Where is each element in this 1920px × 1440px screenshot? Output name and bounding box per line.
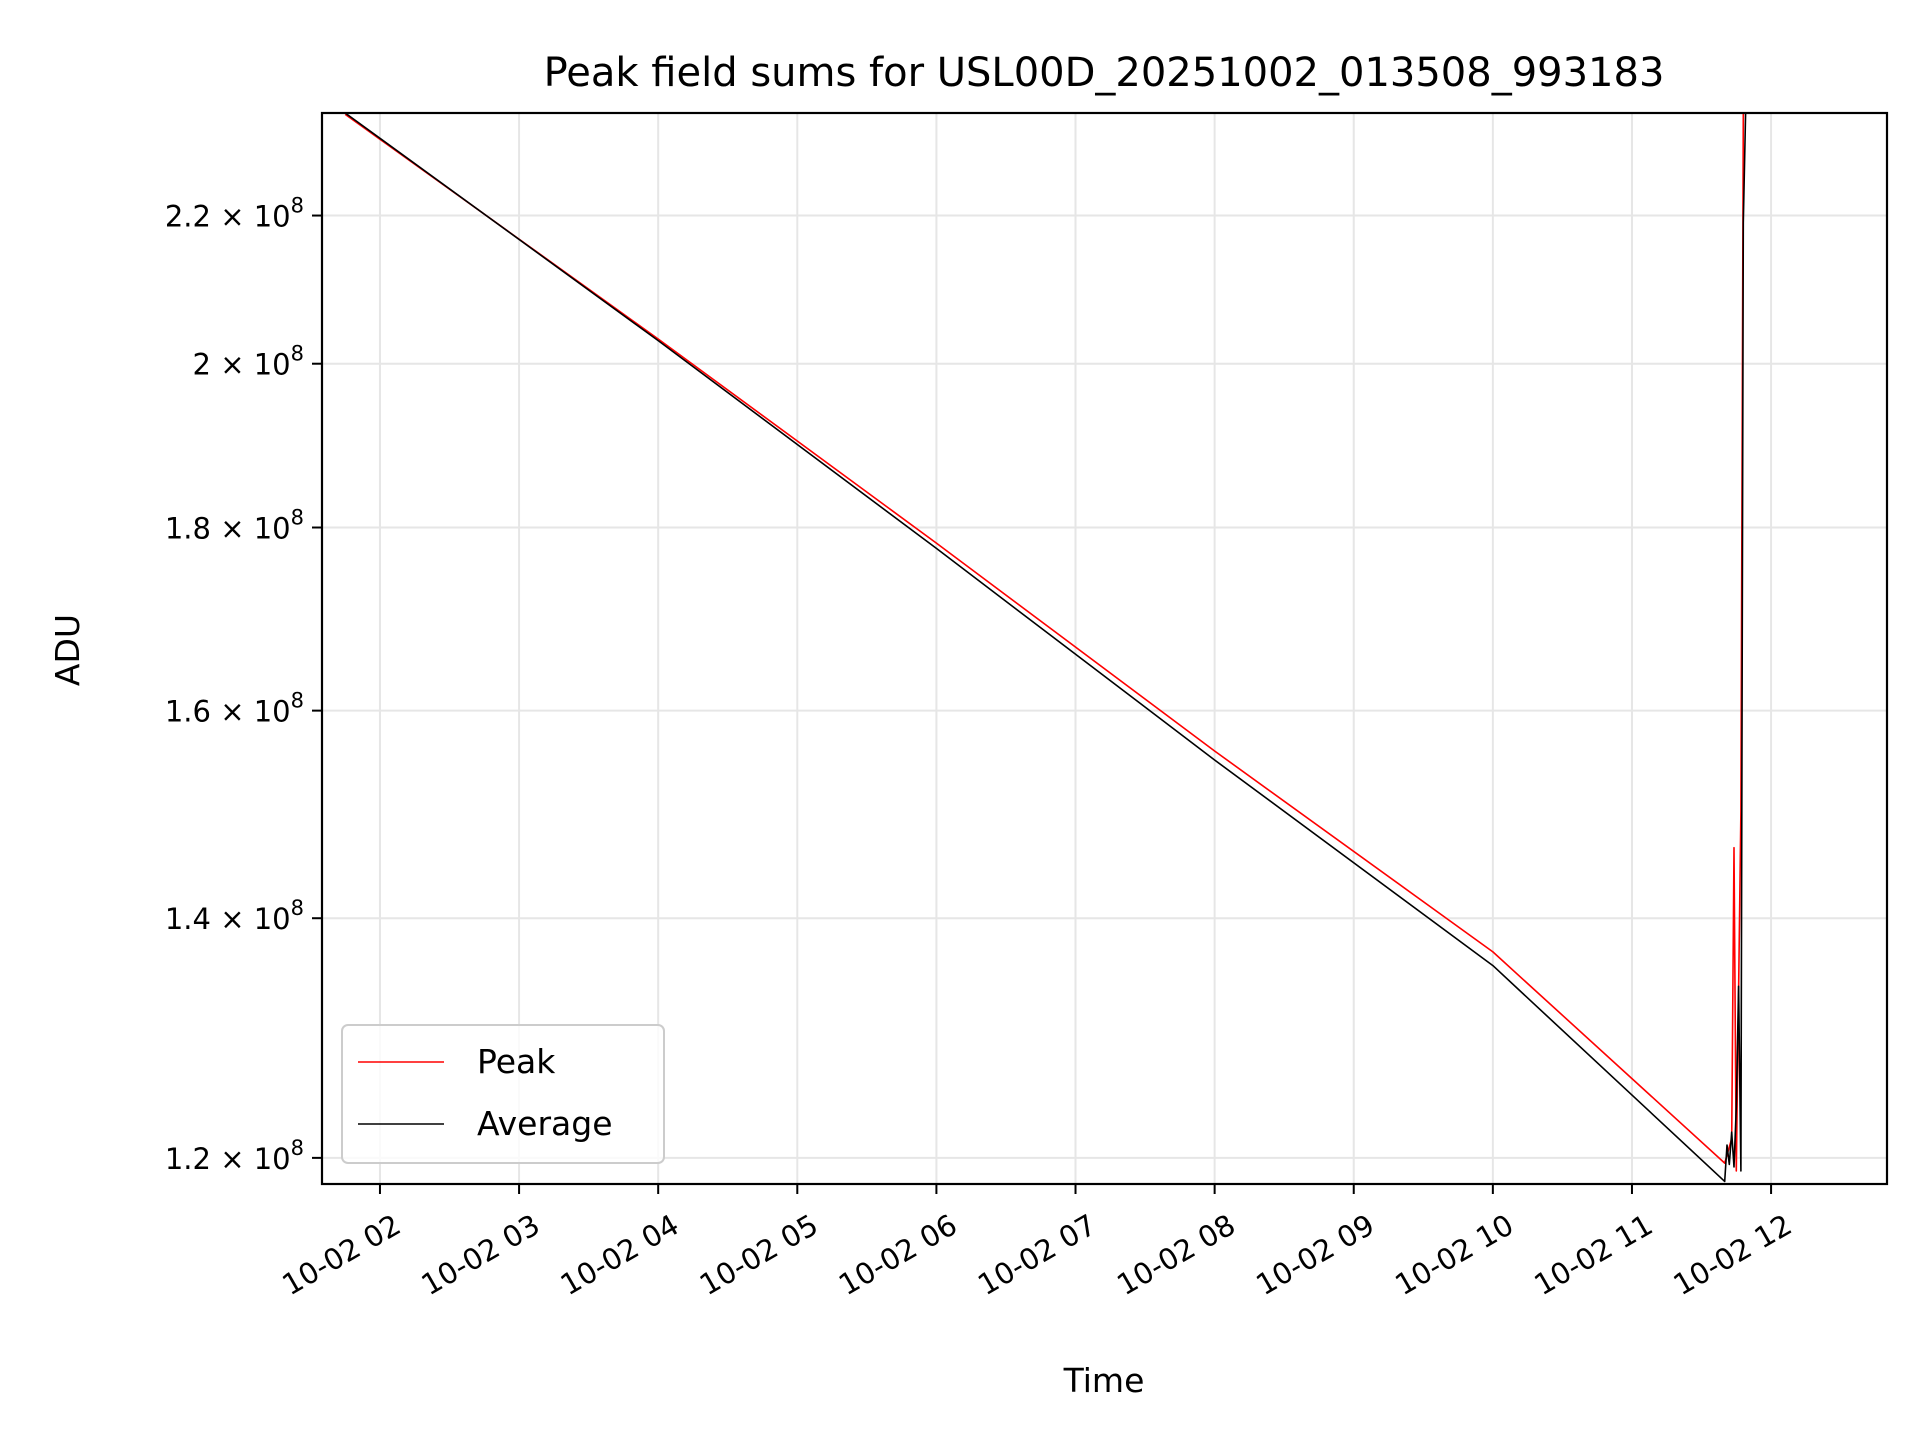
y-axis-title: ADU [48,614,87,686]
y-tick-label: 2.2 × 108 [165,194,304,234]
x-tick-label: 10-02 04 [555,1207,685,1302]
legend-label-average: Average [477,1104,613,1143]
y-tick-label: 2 × 108 [193,342,304,382]
x-tick-label: 10-02 03 [416,1207,546,1302]
legend-label-peak: Peak [477,1042,556,1081]
x-tick-label: 10-02 09 [1250,1207,1380,1302]
y-tick-label: 1.4 × 108 [165,896,304,936]
x-tick-label: 10-02 10 [1389,1207,1519,1302]
x-tick-label: 10-02 08 [1111,1207,1241,1302]
y-tick-label: 1.6 × 108 [165,689,304,729]
plot-frame [320,111,1889,1186]
grid [322,113,1887,1184]
x-tick-label: 10-02 11 [1528,1207,1658,1302]
legend-box [341,1024,665,1164]
x-tick-label: 10-02 12 [1668,1207,1798,1302]
series-line-average [344,112,1748,1183]
series-line-peak [344,112,1748,1172]
y-tick-label: 1.8 × 108 [165,506,304,546]
x-tick-label: 10-02 02 [276,1207,406,1302]
x-tick-label: 10-02 06 [833,1207,963,1302]
legend: Peak Average [341,1024,665,1164]
x-tick-label: 10-02 05 [694,1207,824,1302]
plot-lines [344,112,1748,1183]
y-tick-label: 1.2 × 108 [165,1136,304,1176]
chart-title: Peak field sums for USL00D_20251002_0135… [544,50,1665,96]
x-axis-title: Time [1063,1361,1145,1400]
x-tick-label: 10-02 07 [972,1207,1102,1302]
